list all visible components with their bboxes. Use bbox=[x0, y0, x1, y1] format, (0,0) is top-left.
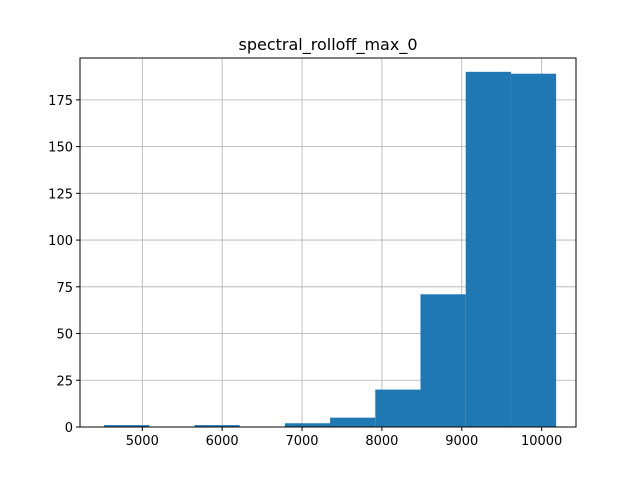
histogram-bar bbox=[194, 425, 240, 427]
y-tick-label: 75 bbox=[56, 281, 73, 296]
plot-frame bbox=[79, 57, 577, 428]
y-tick-label: 100 bbox=[48, 234, 73, 249]
x-tick-label: 6000 bbox=[206, 434, 239, 449]
chart-title: spectral_rolloff_max_0 bbox=[239, 35, 418, 55]
y-axis-ticks: 0 25 50 75 100 125 150 175 bbox=[48, 94, 80, 436]
histogram-bar bbox=[104, 425, 150, 427]
x-tick-label: 10000 bbox=[521, 434, 562, 449]
x-tick-label: 7000 bbox=[285, 434, 318, 449]
x-tick-label: 8000 bbox=[365, 434, 398, 449]
histogram-bar bbox=[330, 417, 376, 427]
y-tick-label: 175 bbox=[48, 94, 73, 109]
x-tick-label: 5000 bbox=[126, 434, 159, 449]
axes bbox=[79, 57, 577, 428]
histogram-bar bbox=[465, 71, 511, 427]
histogram-bars bbox=[104, 71, 557, 428]
histogram-bar bbox=[510, 73, 557, 428]
x-tick-label: 9000 bbox=[445, 434, 478, 449]
histogram-bar bbox=[375, 389, 421, 427]
histogram-bar bbox=[284, 423, 331, 427]
y-tick-label: 25 bbox=[56, 374, 73, 389]
y-tick-label: 125 bbox=[48, 187, 73, 202]
y-tick-label: 0 bbox=[65, 421, 73, 436]
histogram-bar bbox=[420, 294, 466, 427]
y-tick-label: 150 bbox=[48, 141, 73, 156]
x-axis-ticks: 5000 6000 7000 8000 9000 10000 bbox=[126, 427, 562, 449]
y-tick-label: 50 bbox=[56, 328, 73, 343]
